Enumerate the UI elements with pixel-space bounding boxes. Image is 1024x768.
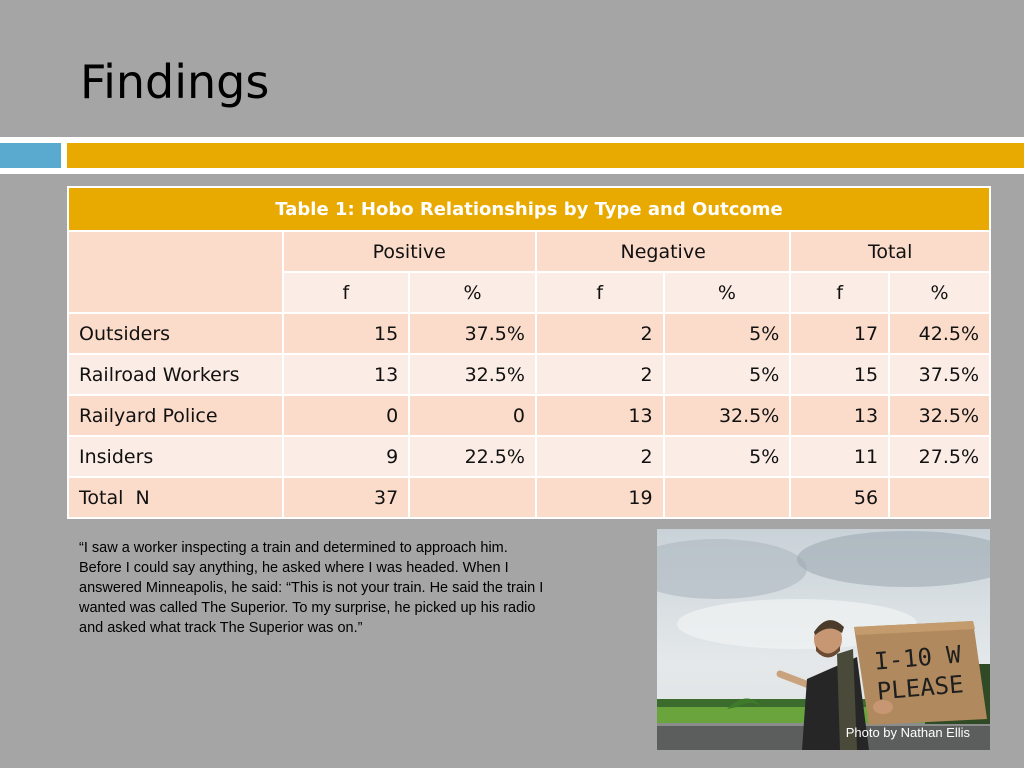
table-row: Railyard Police 0 0 13 32.5% 13 32.5% [67,394,991,437]
table-cell [408,476,537,519]
slide-title: Findings [80,55,270,109]
table-cell: 56 [789,476,891,519]
table-cell: 9 [281,435,411,478]
subheader-cell: % [408,271,537,314]
table-cell: 13 [789,394,891,437]
table-cell: 11 [789,435,891,478]
table-cell: 37.5% [888,353,991,396]
group-header-total: Total [789,230,991,273]
table-cell: 22.5% [408,435,537,478]
interview-quote: “I saw a worker inspecting a train and d… [79,540,544,636]
table-cell: 0 [281,394,411,437]
table-cell: 37 [281,476,411,519]
table-cell: 0 [408,394,537,437]
hitchhiker-photo: I-10 W PLEASE Photo by Nathan Ellis [657,529,990,750]
table-row: Railroad Workers 13 32.5% 2 5% 15 37.5% [67,353,991,396]
photo-credit: Photo by Nathan Ellis [845,725,970,740]
table-row: Outsiders 15 37.5% 2 5% 17 42.5% [67,312,991,355]
header-band-blue [0,143,61,168]
table-cell [662,476,792,519]
table-cell: 17 [789,312,891,355]
table-cell: 5% [662,353,792,396]
header-band-gold [67,143,1024,168]
table-cell: 2 [534,312,665,355]
table-cell: 2 [534,353,665,396]
table-corner-cell [67,230,284,314]
subheader-cell: % [888,271,991,314]
table-cell: 27.5% [888,435,991,478]
table-cell: 15 [281,312,411,355]
table-cell: 13 [534,394,665,437]
subheader-cell: f [534,271,665,314]
row-label: Railroad Workers [67,353,284,396]
row-label: Insiders [67,435,284,478]
table-cell: 5% [662,312,792,355]
table-cell: 42.5% [888,312,991,355]
table-cell [888,476,991,519]
table-row: Insiders 9 22.5% 2 5% 11 27.5% [67,435,991,478]
row-label: Railyard Police [67,394,284,437]
table-row-total: Total N 37 19 56 [67,476,991,519]
table-cell: 19 [534,476,665,519]
table-cell: 2 [534,435,665,478]
findings-table: Table 1: Hobo Relationships by Type and … [67,186,991,519]
group-header-positive: Positive [281,230,537,273]
cardboard-sign: I-10 W PLEASE [873,640,964,705]
table-cell: 32.5% [888,394,991,437]
table-cell: 15 [789,353,891,396]
table-caption: Table 1: Hobo Relationships by Type and … [67,186,991,232]
row-label: Total N [67,476,284,519]
table-cell: 32.5% [408,353,537,396]
subheader-cell: % [662,271,792,314]
subheader-cell: f [281,271,411,314]
group-header-negative: Negative [534,230,792,273]
table-cell: 32.5% [662,394,792,437]
table-cell: 13 [281,353,411,396]
table-cell: 5% [662,435,792,478]
subheader-cell: f [789,271,891,314]
table-cell: 37.5% [408,312,537,355]
row-label: Outsiders [67,312,284,355]
